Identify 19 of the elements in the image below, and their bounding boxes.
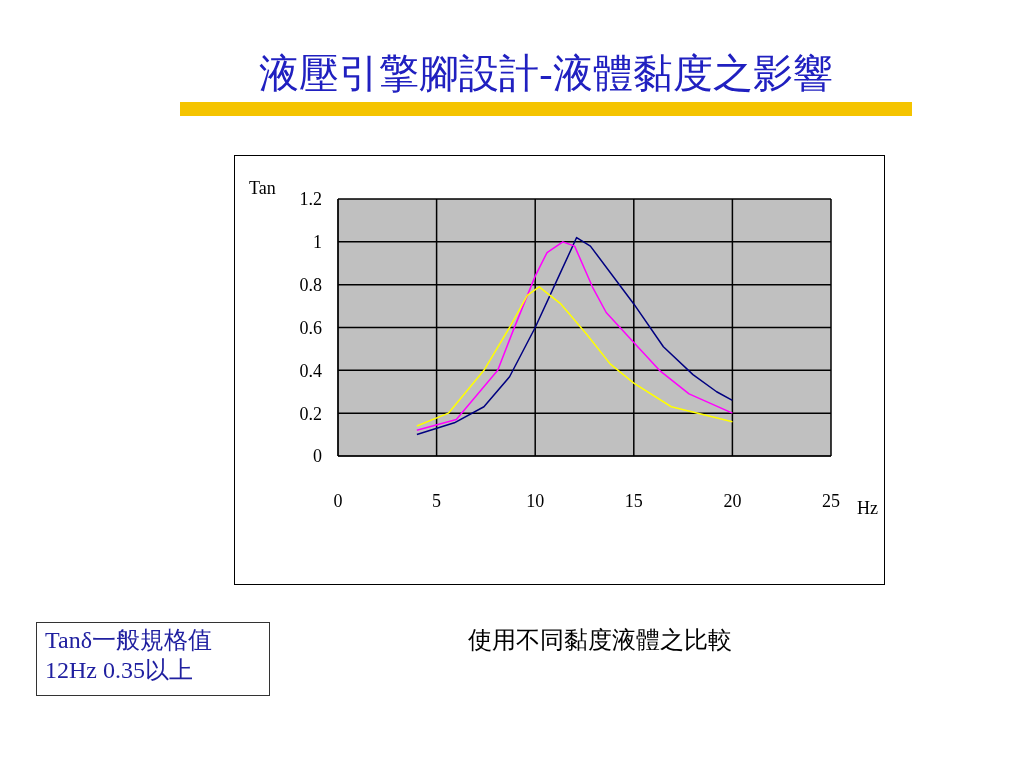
x-tick-label: 15	[624, 490, 643, 511]
line-series	[416, 286, 734, 427]
x-tick-label: 0	[333, 490, 343, 511]
y-axis-title: Tan	[249, 178, 276, 199]
y-tick-label: 0.8	[299, 275, 322, 296]
y-tick-label: 0.2	[299, 403, 322, 424]
y-tick-label: 0.6	[299, 317, 322, 338]
x-tick-label: 10	[526, 490, 545, 511]
y-tick-label: 0	[313, 446, 322, 467]
x-tick-label: 20	[723, 490, 742, 511]
y-tick-label: 0.4	[299, 360, 322, 381]
x-axis-title: Hz	[857, 498, 878, 519]
x-tick-label: 25	[822, 490, 840, 511]
chart-title: 液壓引擎腳設計-液體黏度之影響	[258, 50, 834, 98]
y-tick-label: 1	[313, 232, 322, 253]
y-tick-label: 1.2	[299, 189, 322, 210]
x-tick-label: 5	[432, 490, 442, 511]
text: 使用不同黏度液體之比較	[467, 625, 733, 656]
text: Tanδ一般規格值 12Hz 0.35以上	[36, 622, 270, 696]
